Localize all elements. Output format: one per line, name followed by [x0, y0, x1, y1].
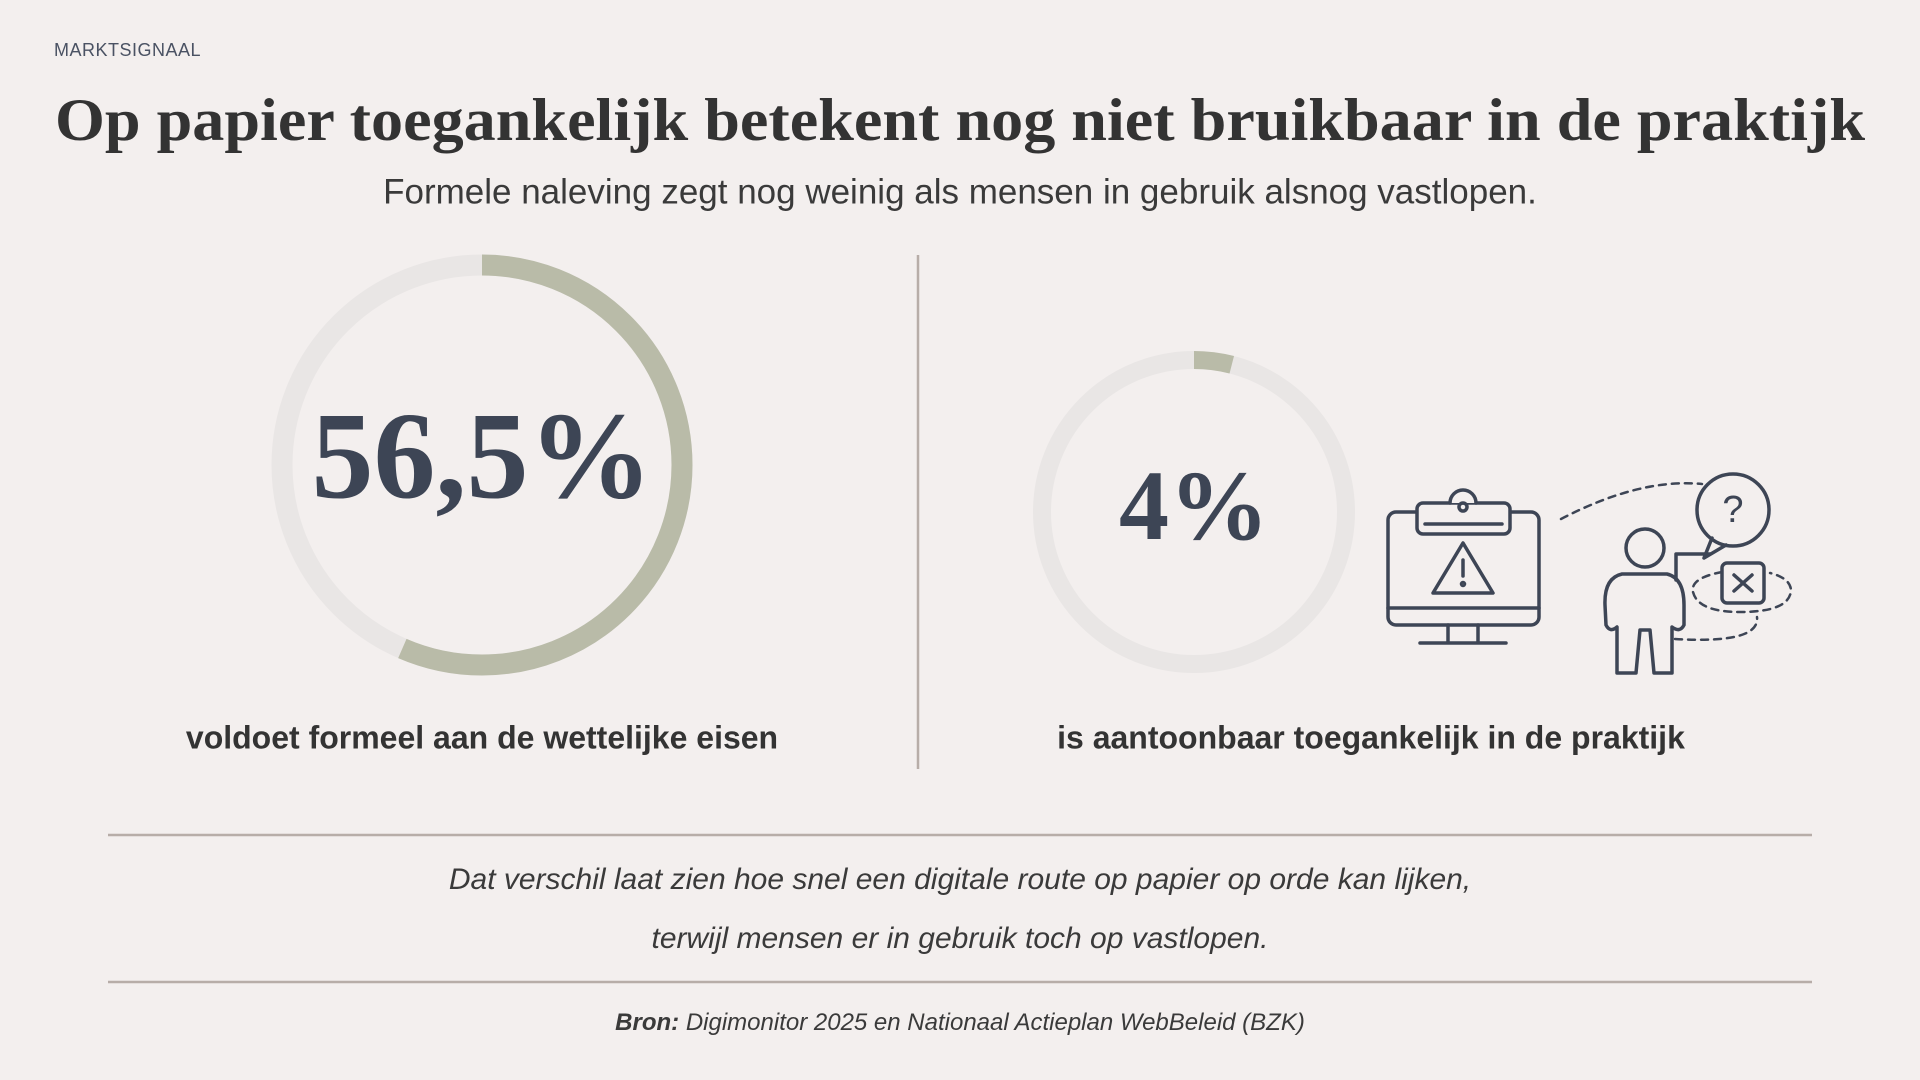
caption: voldoet formeel aan de wettelijke eisen: [186, 719, 778, 755]
eyebrow: MARKTSIGNAAL: [54, 40, 201, 60]
subtitle: Formele naleving zegt nog weinig als men…: [383, 172, 1537, 211]
caption: is aantoonbaar toegankelijk in de prakti…: [1057, 719, 1685, 755]
quote-line: Dat verschil laat zien hoe snel een digi…: [449, 863, 1471, 896]
source: Bron: Digimonitor 2025 en Nationaal Acti…: [615, 1009, 1305, 1036]
source-label: Bron:: [615, 1009, 679, 1036]
person-confused-icon: ?: [1559, 472, 1793, 675]
value-label: 4%: [1119, 450, 1269, 561]
donut-arc: [271, 254, 693, 676]
svg-text:?: ?: [1722, 489, 1743, 531]
donut-arc: [1033, 351, 1355, 673]
value-label: 56,5%: [312, 387, 653, 524]
monitor-warning-icon: [1386, 488, 1541, 645]
source-text: Digimonitor 2025 en Nationaal Actieplan …: [686, 1009, 1305, 1036]
quote-line: terwijl mensen er in gebruik toch op vas…: [652, 922, 1269, 955]
title: Op papier toegankelijk betekent nog niet…: [55, 87, 1866, 153]
